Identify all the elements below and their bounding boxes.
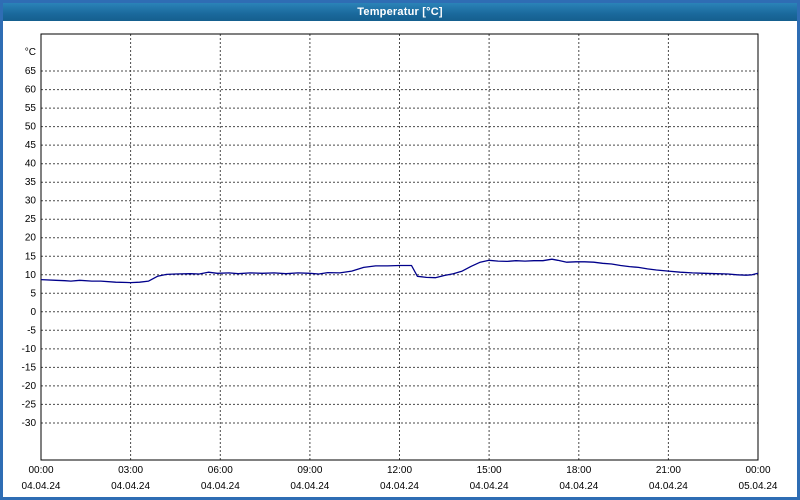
chart-area: 65 60 55 50 45 40 35 30 25 20 15 10 5 0 -5 -10 -15 -20 -25… [3, 21, 797, 497]
y-axis-label: 55 [25, 103, 37, 114]
y-axis-label: 25 [25, 214, 37, 225]
x-axis-time-label: 00:00 [745, 465, 770, 476]
x-axis-date-label: 04.04.24 [111, 481, 150, 492]
x-axis-time-label: 06:00 [208, 465, 233, 476]
y-axis-label: -15 [22, 362, 37, 373]
y-axis-label: 30 [25, 196, 37, 207]
x-axis-date-label: 04.04.24 [290, 481, 329, 492]
y-axis-label: -5 [27, 325, 36, 336]
x-axis-date-label: 04.04.24 [201, 481, 240, 492]
x-axis-time-label: 21:00 [656, 465, 681, 476]
window-title: Temperatur [°C] [357, 6, 443, 18]
y-axis-unit-label: °C [25, 47, 36, 58]
y-axis-label: 50 [25, 122, 37, 133]
y-axis-label: 20 [25, 233, 37, 244]
y-axis-label: 10 [25, 270, 37, 281]
x-axis-time-label: 12:00 [387, 465, 412, 476]
x-axis-date-label: 04.04.24 [380, 481, 419, 492]
x-axis-date-label: 04.04.24 [559, 481, 598, 492]
y-axis-label: -25 [22, 399, 37, 410]
series-line [40, 258, 759, 284]
y-axis-label: 45 [25, 140, 37, 151]
y-axis-label: 60 [25, 85, 37, 96]
y-axis-label: 5 [30, 288, 36, 299]
temperature-chart: 65605550454035302520151050-5-10-15-20-25… [22, 33, 778, 492]
x-axis-time-label: 15:00 [477, 465, 502, 476]
x-axis-time-label: 09:00 [297, 465, 322, 476]
x-axis-date-label: 04.04.24 [22, 481, 61, 492]
y-axis-label: 15 [25, 251, 37, 262]
window-titlebar: Temperatur [°C] [3, 3, 797, 21]
x-axis-time-label: 03:00 [118, 465, 143, 476]
y-axis-label: 35 [25, 177, 37, 188]
y-axis-label: -30 [22, 418, 37, 429]
x-axis-date-label: 04.04.24 [649, 481, 688, 492]
x-axis-date-label: 05.04.24 [739, 481, 778, 492]
y-axis-label: 40 [25, 159, 37, 170]
plot-frame [40, 33, 759, 461]
x-axis-time-label: 18:00 [566, 465, 591, 476]
y-axis-label: -10 [22, 344, 37, 355]
y-axis-label: 65 [25, 66, 37, 77]
y-axis-label: -20 [22, 381, 37, 392]
x-axis-time-label: 00:00 [28, 465, 53, 476]
x-axis-date-label: 04.04.24 [470, 481, 509, 492]
y-axis-label: 0 [30, 307, 36, 318]
